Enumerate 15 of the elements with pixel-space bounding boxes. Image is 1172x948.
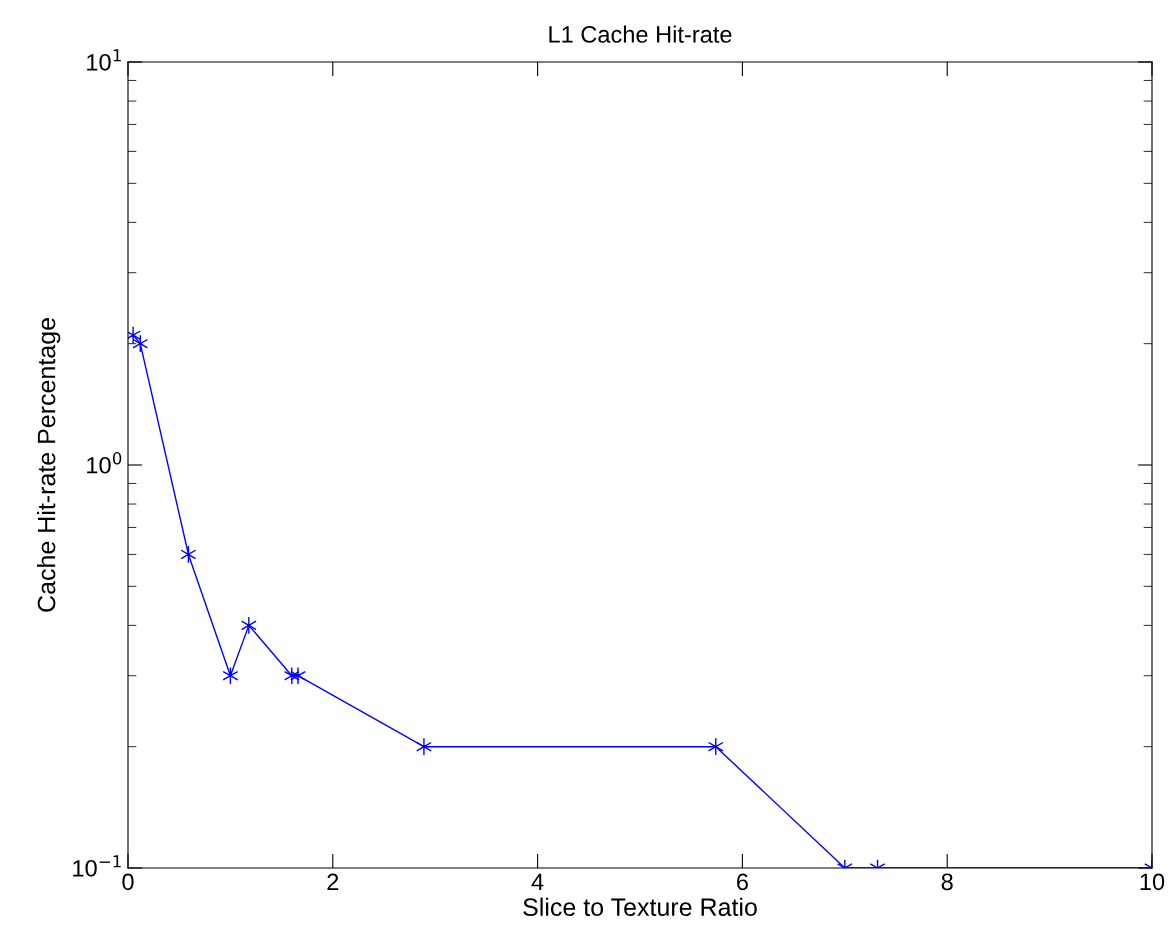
point xyxy=(240,616,257,635)
x-tick-label: 0 xyxy=(122,873,134,891)
chart-title: L1 Cache Hit-rate xyxy=(549,25,732,43)
x-tick-label: 6 xyxy=(737,873,748,891)
x-axis-title: Slice to Texture Ratio xyxy=(523,897,757,917)
y-tick-label: 10$^{0}$ xyxy=(87,452,122,474)
x-tick-label: 8 xyxy=(941,873,953,891)
y-tick-label: 10$^{−1}$ xyxy=(73,855,121,877)
point xyxy=(290,666,306,685)
x-tick-label: 10 xyxy=(1140,873,1165,891)
point xyxy=(416,737,432,756)
y-tick-label: 10$^{1}$ xyxy=(87,49,121,71)
y-axis-title: Cache Hit-rate Percentage xyxy=(37,318,61,612)
x-tick-label: 2 xyxy=(327,873,339,890)
x-tick-label: 4 xyxy=(531,873,544,890)
